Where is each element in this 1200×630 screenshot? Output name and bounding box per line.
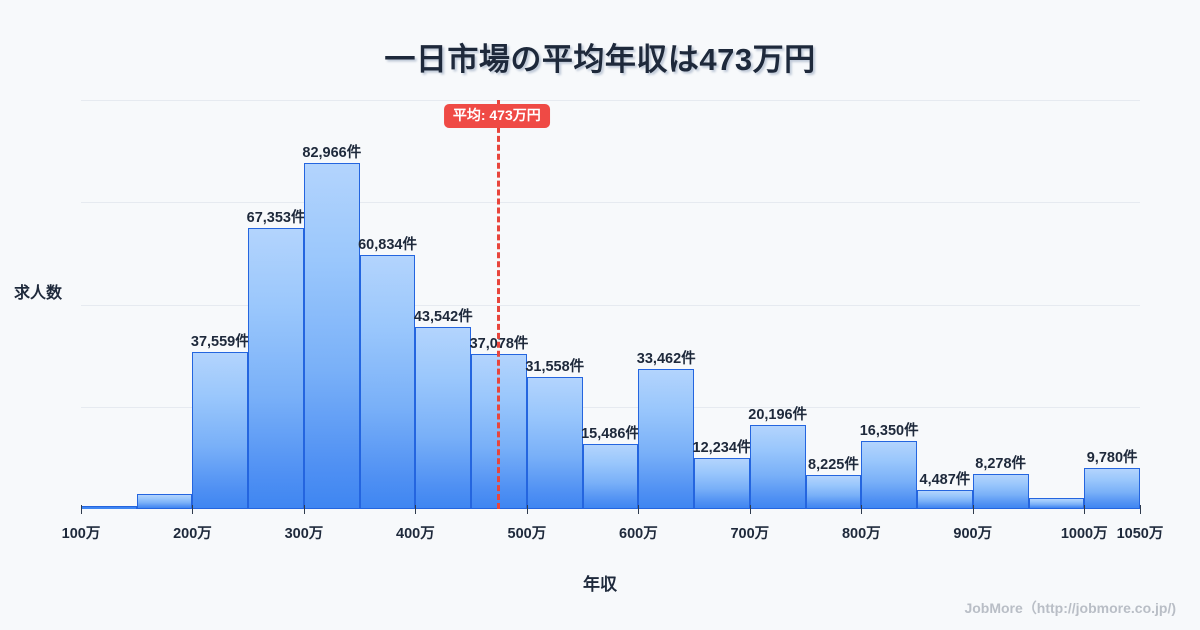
gridline bbox=[81, 304, 1140, 306]
x-axis-tick-label: 900万 bbox=[953, 526, 993, 542]
x-axis-tick bbox=[1140, 505, 1141, 514]
histogram-bar[interactable] bbox=[81, 506, 137, 509]
x-axis-tick bbox=[861, 505, 863, 514]
histogram-bar[interactable] bbox=[805, 474, 862, 509]
x-axis-tick-label: 1000万 bbox=[1060, 526, 1108, 542]
bar-value-label: 33,462件 bbox=[636, 351, 696, 368]
histogram-bar[interactable] bbox=[526, 377, 583, 509]
gridline bbox=[81, 406, 1140, 408]
average-badge: 平均: 473万円 bbox=[443, 104, 550, 129]
x-axis-tick bbox=[1084, 505, 1086, 514]
x-axis-tick bbox=[303, 505, 305, 514]
bar-value-label: 15,486件 bbox=[581, 426, 640, 443]
histogram-bar[interactable] bbox=[917, 490, 973, 509]
x-axis-tick-label: 400万 bbox=[396, 526, 435, 542]
x-axis-tick-label: 800万 bbox=[841, 526, 881, 542]
x-axis-tick-label: 600万 bbox=[619, 526, 658, 542]
histogram-bar[interactable] bbox=[861, 440, 918, 509]
x-axis-tick-label: 300万 bbox=[284, 526, 324, 542]
bar-value-label: 4,487件 bbox=[919, 472, 971, 489]
plot-area: 37,559件 67,353件 82,966件 60,834件 43,542件 37,07… bbox=[62, 100, 1163, 542]
x-axis-tick-label: 200万 bbox=[173, 526, 212, 542]
histogram-bar[interactable] bbox=[192, 352, 249, 509]
x-axis-tick bbox=[638, 505, 640, 514]
gridline bbox=[81, 100, 1140, 101]
bar-value-label: 67,353件 bbox=[246, 209, 306, 226]
histogram-bar[interactable] bbox=[638, 369, 695, 509]
bar-value-label: 43,542件 bbox=[413, 309, 473, 326]
histogram-bar[interactable] bbox=[248, 227, 304, 509]
x-axis-tick-label: 1050万 bbox=[1116, 526, 1164, 542]
gridline bbox=[81, 202, 1140, 204]
histogram-bar[interactable] bbox=[582, 444, 639, 509]
bar-value-label: 12,234件 bbox=[692, 439, 752, 456]
x-axis-tick bbox=[81, 505, 82, 514]
bar-value-label: 31,558件 bbox=[525, 359, 585, 376]
bar-value-label: 82,966件 bbox=[302, 144, 362, 161]
x-axis-tick bbox=[749, 505, 751, 514]
x-axis-tick bbox=[526, 505, 528, 514]
x-axis-title: 年収 bbox=[583, 575, 617, 594]
x-axis-tick-label: 100万 bbox=[61, 526, 101, 542]
bar-value-label: 16,350件 bbox=[859, 422, 919, 439]
histogram-bar[interactable] bbox=[972, 474, 1029, 509]
histogram-bar[interactable] bbox=[136, 493, 193, 509]
x-axis-tick-label: 700万 bbox=[730, 526, 770, 542]
histogram-bar[interactable] bbox=[749, 424, 806, 509]
page-title: 一日市場の平均年収は473万円 bbox=[384, 42, 816, 77]
histogram-bar[interactable] bbox=[694, 457, 750, 509]
average-line bbox=[496, 100, 500, 509]
histogram-bar[interactable] bbox=[415, 327, 472, 509]
y-axis-title: 求人数 bbox=[14, 285, 63, 302]
histogram-bar[interactable] bbox=[359, 255, 416, 509]
histogram-bar[interactable] bbox=[1028, 498, 1085, 509]
bar-value-label: 37,559件 bbox=[190, 334, 250, 351]
bar-value-label: 9,780件 bbox=[1086, 450, 1138, 467]
x-axis-tick-label: 500万 bbox=[507, 526, 547, 542]
x-axis-tick bbox=[972, 505, 974, 514]
bar-value-label: 20,196件 bbox=[748, 406, 808, 423]
bar-value-label: 8,225件 bbox=[808, 456, 859, 473]
histogram-bar[interactable] bbox=[303, 162, 360, 509]
x-axis-tick bbox=[192, 505, 194, 514]
x-axis-tick bbox=[415, 505, 417, 514]
bar-value-label: 60,834件 bbox=[358, 237, 417, 254]
watermark-credit: JobMore（http://jobmore.co.jp/) bbox=[964, 600, 1176, 616]
histogram-bar[interactable] bbox=[1084, 468, 1140, 509]
bar-value-label: 8,278件 bbox=[975, 456, 1027, 473]
